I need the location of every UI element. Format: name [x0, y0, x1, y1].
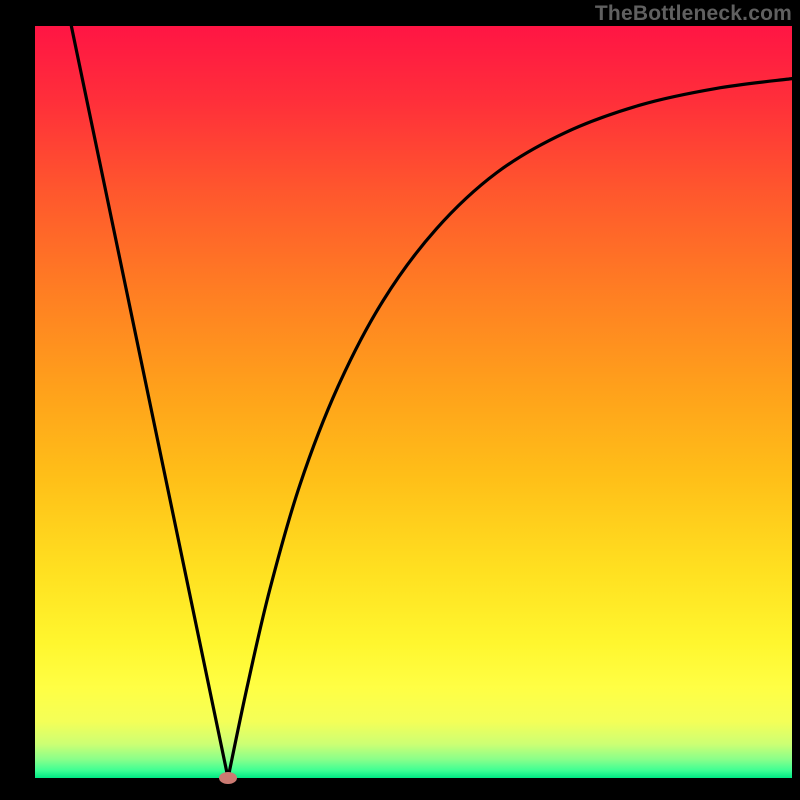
chart-container: TheBottleneck.com	[0, 0, 800, 800]
minimum-marker	[219, 772, 237, 784]
watermark-text: TheBottleneck.com	[595, 2, 792, 26]
plot-area	[35, 26, 792, 778]
bottleneck-curve	[71, 26, 792, 778]
curve-layer	[35, 26, 792, 778]
